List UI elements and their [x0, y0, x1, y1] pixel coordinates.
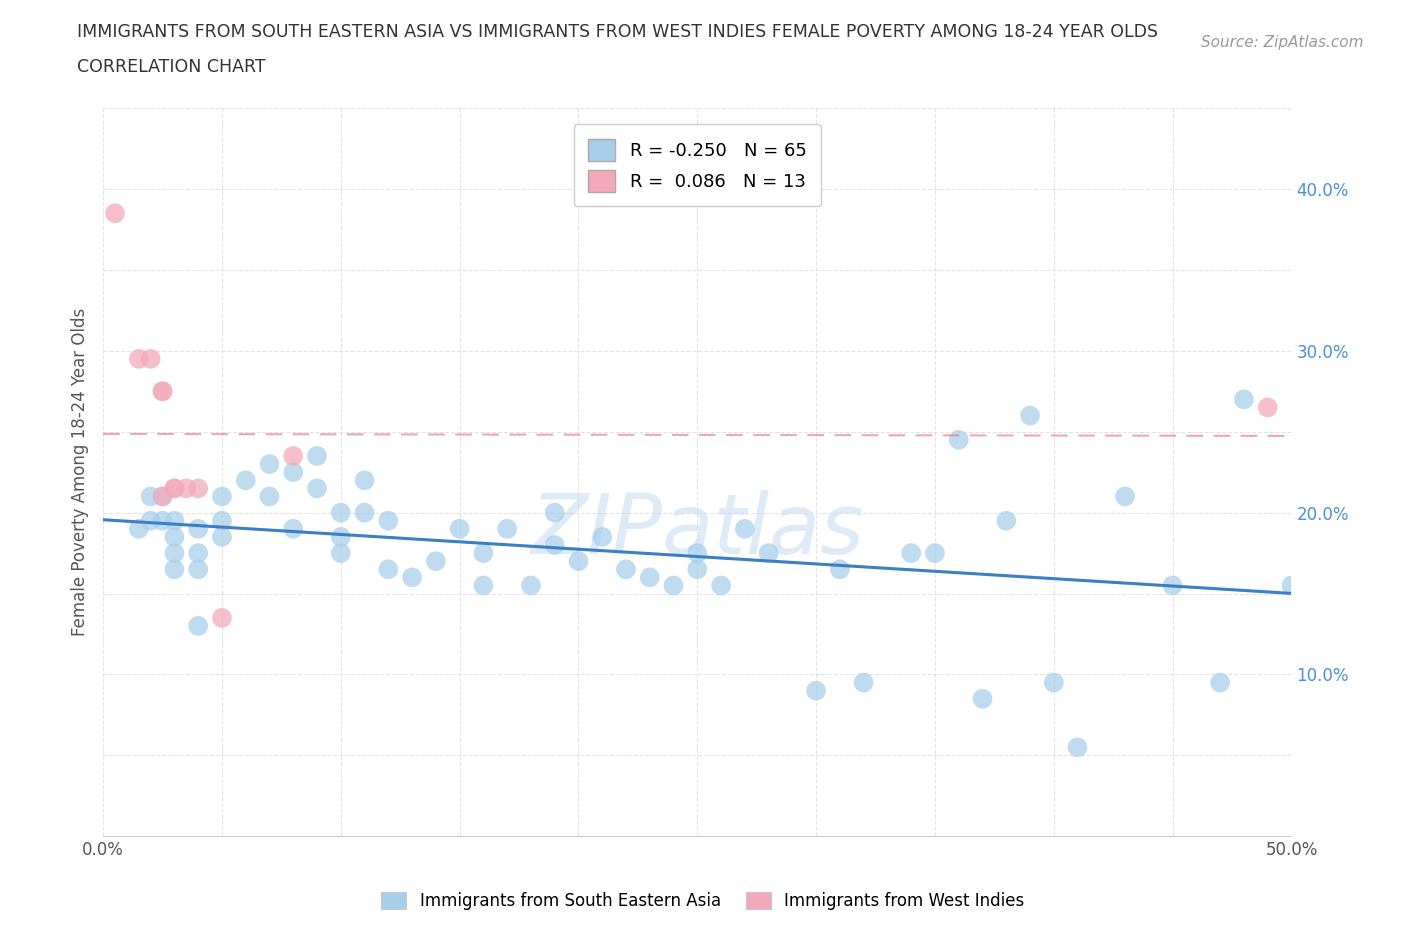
Point — [1066, 740, 1088, 755]
Point — [900, 546, 922, 561]
Point — [686, 546, 709, 561]
Point — [283, 448, 305, 463]
Point — [1019, 408, 1042, 423]
Point — [187, 481, 209, 496]
Point — [152, 489, 174, 504]
Point — [259, 489, 281, 504]
Point — [139, 513, 162, 528]
Point — [187, 522, 209, 537]
Point — [924, 546, 946, 561]
Point — [662, 578, 685, 593]
Point — [377, 562, 399, 577]
Point — [305, 448, 328, 463]
Point — [235, 472, 257, 487]
Point — [152, 489, 174, 504]
Point — [152, 384, 174, 399]
Point — [259, 457, 281, 472]
Point — [211, 610, 233, 625]
Point — [591, 529, 613, 544]
Point — [377, 513, 399, 528]
Point — [472, 578, 495, 593]
Point — [425, 553, 447, 568]
Point — [163, 481, 186, 496]
Point — [472, 546, 495, 561]
Point — [353, 472, 375, 487]
Point — [176, 481, 198, 496]
Point — [496, 522, 519, 537]
Point — [305, 481, 328, 496]
Point — [128, 352, 150, 366]
Point — [353, 505, 375, 520]
Point — [710, 578, 733, 593]
Point — [104, 206, 127, 220]
Point — [211, 529, 233, 544]
Point — [1257, 400, 1279, 415]
Point — [734, 522, 756, 537]
Point — [187, 562, 209, 577]
Point — [686, 562, 709, 577]
Text: Source: ZipAtlas.com: Source: ZipAtlas.com — [1201, 35, 1364, 50]
Point — [1161, 578, 1184, 593]
Point — [948, 432, 970, 447]
Point — [520, 578, 543, 593]
Point — [139, 489, 162, 504]
Point — [614, 562, 637, 577]
Point — [211, 513, 233, 528]
Point — [163, 562, 186, 577]
Text: ZIPatlas: ZIPatlas — [530, 490, 865, 571]
Point — [804, 684, 827, 698]
Point — [329, 505, 352, 520]
Point — [283, 522, 305, 537]
Point — [163, 513, 186, 528]
Point — [283, 465, 305, 480]
Text: IMMIGRANTS FROM SOUTH EASTERN ASIA VS IMMIGRANTS FROM WEST INDIES FEMALE POVERTY: IMMIGRANTS FROM SOUTH EASTERN ASIA VS IM… — [77, 23, 1159, 41]
Point — [852, 675, 875, 690]
Point — [128, 522, 150, 537]
Point — [638, 570, 661, 585]
Point — [972, 691, 994, 706]
Point — [329, 529, 352, 544]
Point — [163, 481, 186, 496]
Point — [152, 384, 174, 399]
Point — [329, 546, 352, 561]
Point — [544, 538, 567, 552]
Legend: R = -0.250   N = 65, R =  0.086   N = 13: R = -0.250 N = 65, R = 0.086 N = 13 — [574, 125, 821, 206]
Point — [828, 562, 851, 577]
Point — [139, 352, 162, 366]
Point — [995, 513, 1018, 528]
Point — [1281, 578, 1303, 593]
Point — [163, 529, 186, 544]
Point — [152, 513, 174, 528]
Point — [1209, 675, 1232, 690]
Point — [1114, 489, 1136, 504]
Point — [449, 522, 471, 537]
Point — [211, 489, 233, 504]
Point — [163, 546, 186, 561]
Point — [544, 505, 567, 520]
Point — [1233, 392, 1256, 406]
Point — [187, 546, 209, 561]
Point — [187, 618, 209, 633]
Point — [758, 546, 780, 561]
Point — [401, 570, 423, 585]
Legend: Immigrants from South Eastern Asia, Immigrants from West Indies: Immigrants from South Eastern Asia, Immi… — [375, 885, 1031, 917]
Y-axis label: Female Poverty Among 18-24 Year Olds: Female Poverty Among 18-24 Year Olds — [72, 308, 89, 636]
Text: CORRELATION CHART: CORRELATION CHART — [77, 58, 266, 75]
Point — [567, 553, 589, 568]
Point — [1042, 675, 1064, 690]
